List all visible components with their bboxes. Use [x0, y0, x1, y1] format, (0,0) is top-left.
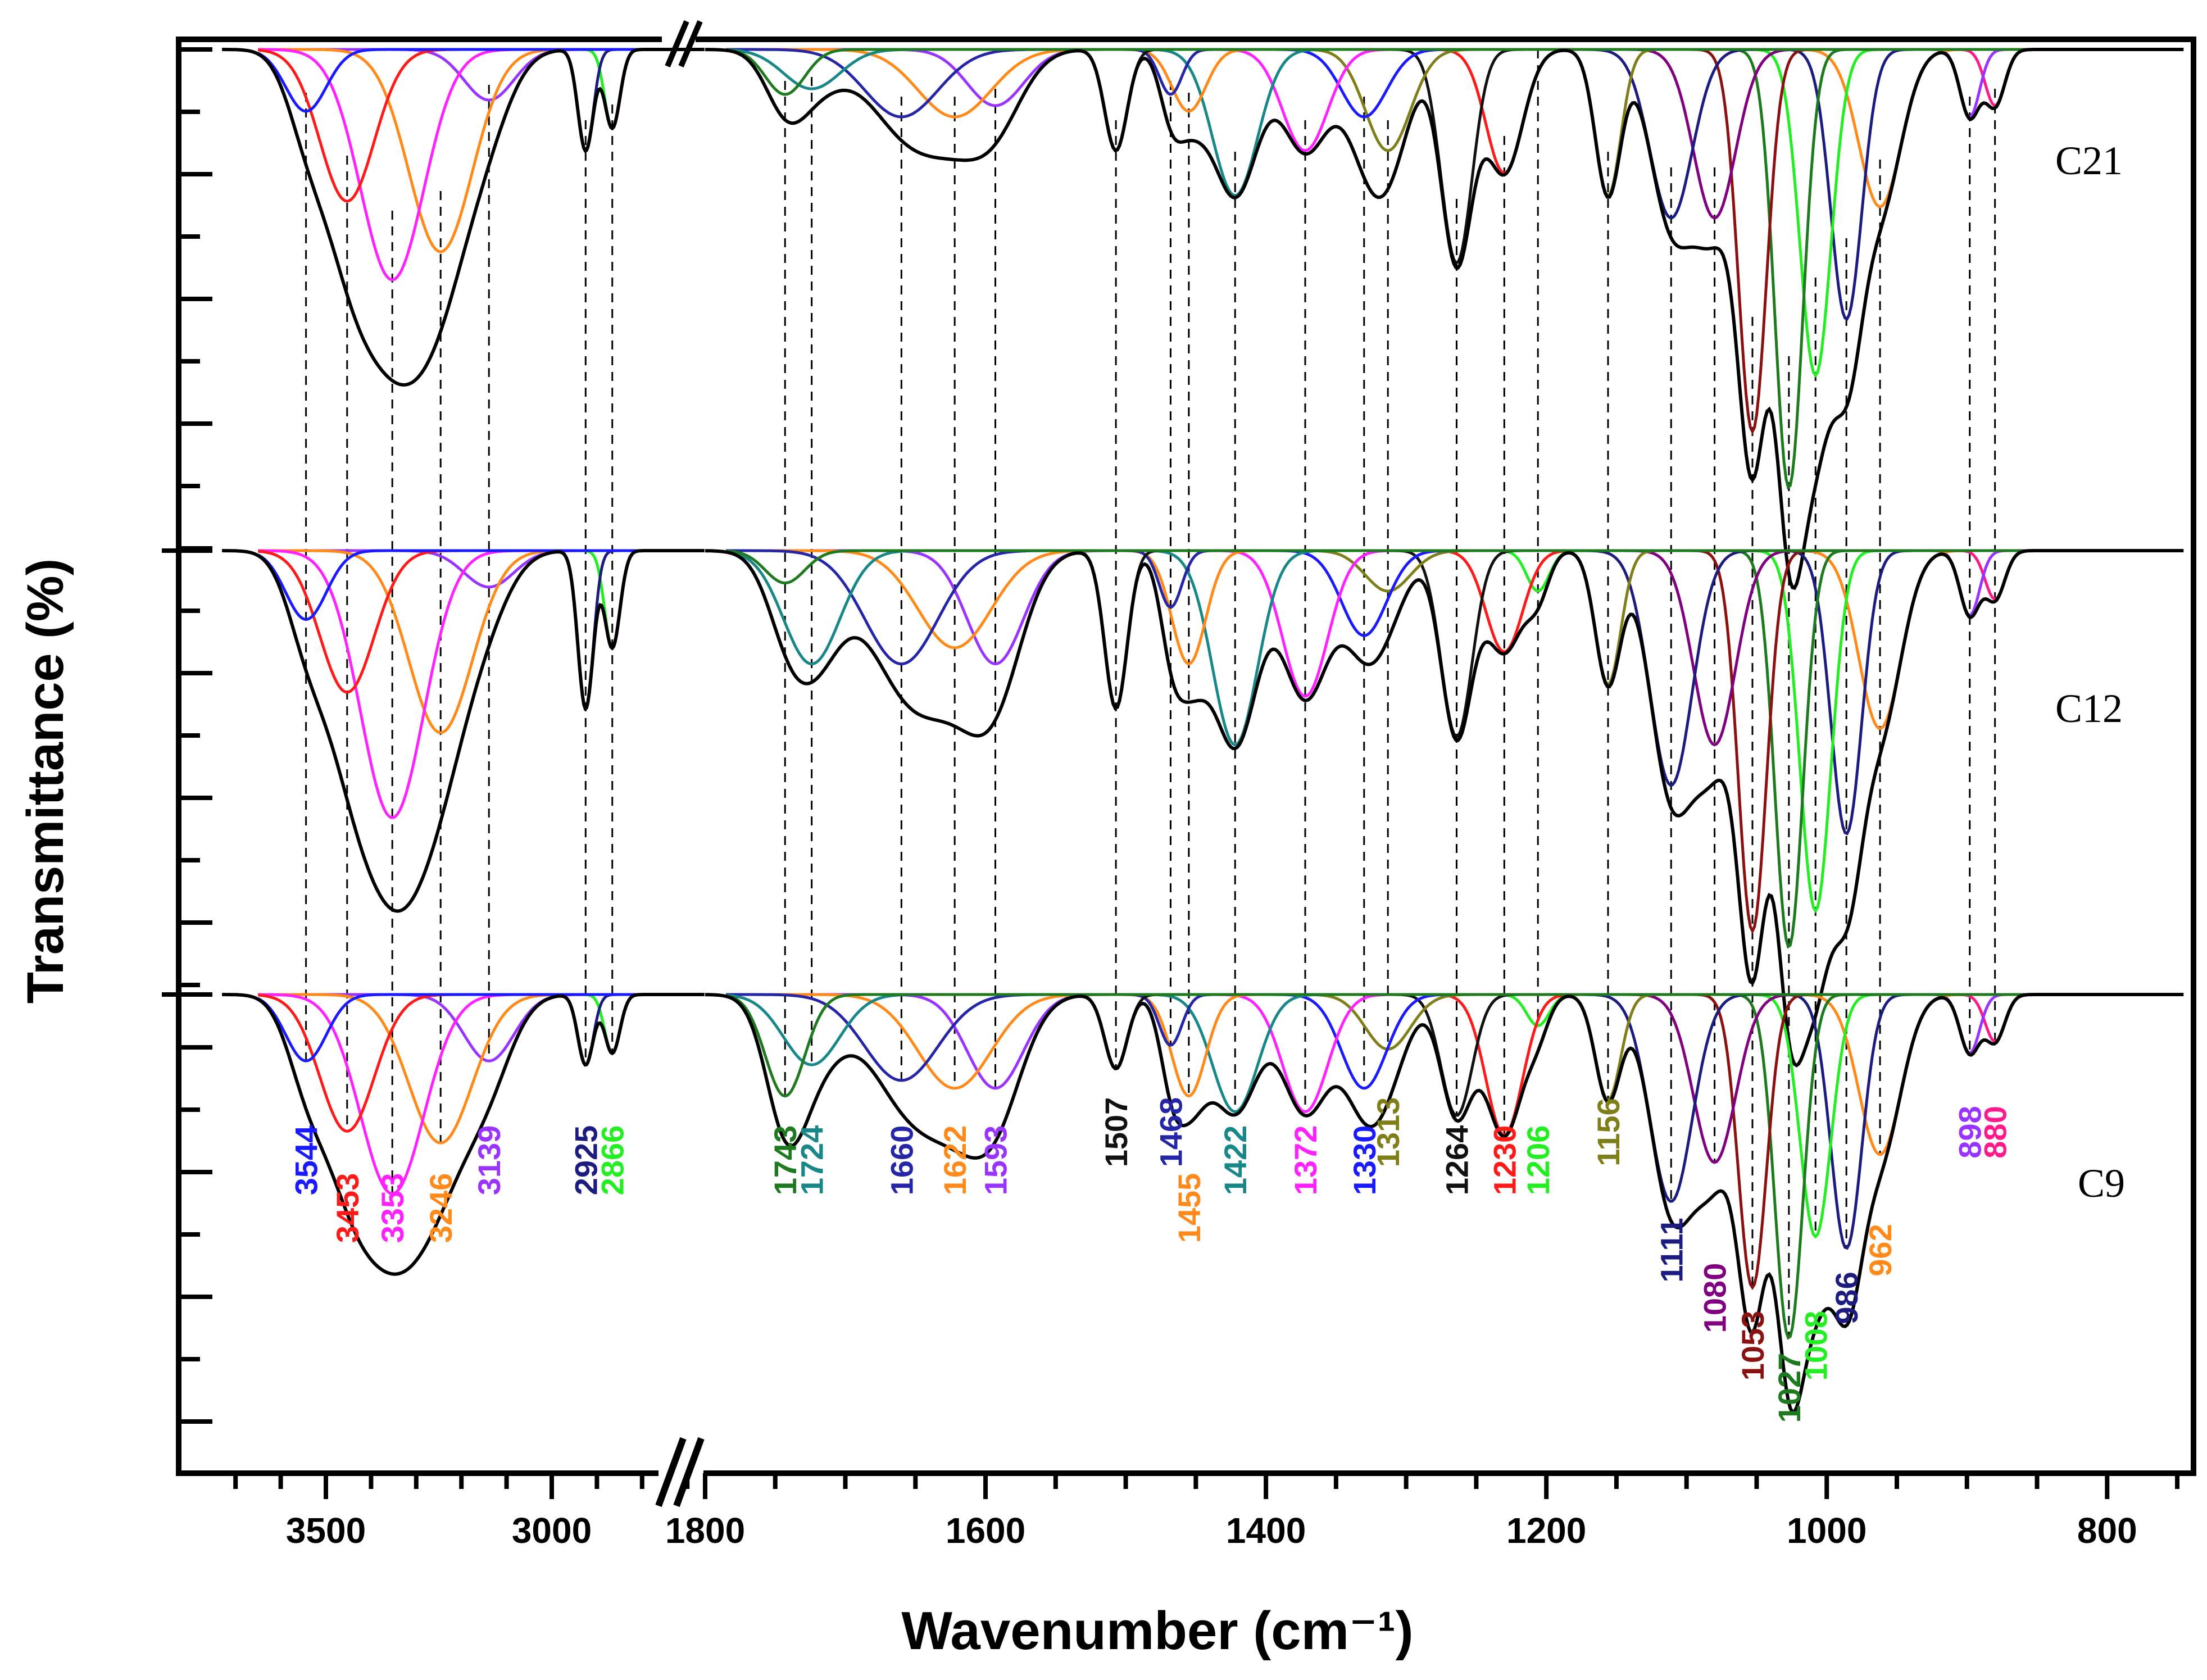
envelope-low: [705, 48, 2184, 591]
envelope-high: [222, 48, 705, 387]
peak-label-1660: 1660: [884, 1125, 919, 1196]
peak-label-962: 962: [1863, 1224, 1898, 1276]
component-peak-1455: [726, 48, 2051, 113]
axis-ticks: 3500 3000 1800 1600 1400 1200 1000 800: [162, 47, 2180, 1551]
component-peak-898: [726, 48, 2051, 119]
component-peak-1622: [726, 48, 2051, 119]
x-tick-label: 3000: [512, 1510, 592, 1551]
x-axis-label: Wavenumber (cm⁻¹): [901, 1601, 1413, 1661]
peak-label-1053: 1053: [1735, 1311, 1770, 1381]
peak-label-3353: 3353: [375, 1173, 410, 1243]
plot-frame: [176, 20, 2196, 1508]
x-tick-label: 1800: [665, 1510, 745, 1551]
peak-label-1724: 1724: [794, 1125, 830, 1196]
component-peak-3246: [258, 48, 660, 253]
y-axis-label: Transmittance (%): [17, 559, 74, 1004]
component-peak-3544: [257, 993, 660, 1063]
peak-label-1455: 1455: [1171, 1173, 1207, 1243]
axis-break-slash-top: [678, 20, 703, 67]
sample-label-c9: C9: [2078, 1161, 2125, 1206]
peak-guide-lines: [305, 49, 1996, 1338]
peak-label-1111: 1111: [1654, 1218, 1689, 1282]
plot-border: [176, 37, 2196, 1476]
x-tick-label: 1000: [1787, 1510, 1867, 1551]
peak-label-2866: 2866: [595, 1125, 630, 1196]
component-peak-1111: [726, 48, 2051, 220]
peak-label-3544: 3544: [289, 1125, 324, 1196]
spectra-curves: [222, 48, 2184, 1414]
peak-label-2925: 2925: [568, 1125, 603, 1196]
component-peak-1743: [726, 549, 2051, 585]
series-c9: [222, 993, 2184, 1414]
peak-label-986: 986: [1829, 1272, 1864, 1324]
x-tick-label: 1200: [1506, 1510, 1586, 1551]
axis-break-slash-bottom: [673, 1437, 705, 1508]
x-tick-label: 1400: [1226, 1510, 1306, 1551]
peak-label-1507: 1507: [1098, 1097, 1134, 1168]
peak-label-1372: 1372: [1288, 1125, 1323, 1196]
peak-label-1080: 1080: [1697, 1263, 1733, 1333]
component-peak-3544: [257, 48, 660, 113]
peak-label-3453: 3453: [330, 1173, 365, 1243]
axis-break-slash-bottom: [655, 1437, 687, 1508]
component-peak-1660: [726, 48, 2051, 119]
component-peak-1080: [726, 48, 2051, 220]
peak-label-1468: 1468: [1153, 1097, 1188, 1168]
envelope-low: [705, 993, 2184, 1414]
peak-label-1264: 1264: [1439, 1125, 1475, 1196]
envelope-high: [222, 993, 705, 1276]
component-peak-3544: [257, 549, 660, 621]
component-peak-1330: [726, 48, 2051, 119]
axis-break-slash-top: [665, 20, 689, 67]
peak-label-880: 880: [1978, 1106, 2013, 1158]
component-peak-1743: [725, 993, 2051, 1098]
peak-label-1593: 1593: [978, 1125, 1014, 1196]
peak-label-1156: 1156: [1591, 1098, 1626, 1166]
x-tick-label: 1600: [946, 1510, 1025, 1551]
envelope-low: [705, 549, 2184, 1068]
x-tick-label: 3500: [286, 1510, 366, 1551]
peak-label-3139: 3139: [471, 1125, 507, 1196]
component-peak-1743: [726, 48, 2051, 96]
sample-label-c21: C21: [2055, 138, 2123, 183]
peak-label-1422: 1422: [1218, 1125, 1253, 1196]
series-c12: [222, 549, 2184, 1068]
component-peak-3353: [258, 48, 660, 281]
peak-label-1622: 1622: [937, 1125, 973, 1196]
peak-label-1008: 1008: [1798, 1311, 1833, 1381]
peak-label-1743: 1743: [768, 1125, 803, 1196]
envelope-high: [222, 549, 705, 913]
peak-label-1313: 1313: [1370, 1097, 1406, 1168]
peak-label-3246: 3246: [423, 1173, 458, 1243]
x-tick-label: 800: [2077, 1510, 2137, 1551]
peak-label-1330: 1330: [1347, 1125, 1382, 1196]
peak-label-1027: 1027: [1772, 1353, 1807, 1423]
series-c21: [222, 48, 2184, 591]
peak-label-898: 898: [1952, 1106, 1988, 1158]
peak-label-1206: 1206: [1520, 1125, 1556, 1196]
component-peak-1008: [726, 549, 2051, 914]
sample-label-c12: C12: [2055, 686, 2123, 731]
peak-label-1230: 1230: [1487, 1125, 1522, 1196]
